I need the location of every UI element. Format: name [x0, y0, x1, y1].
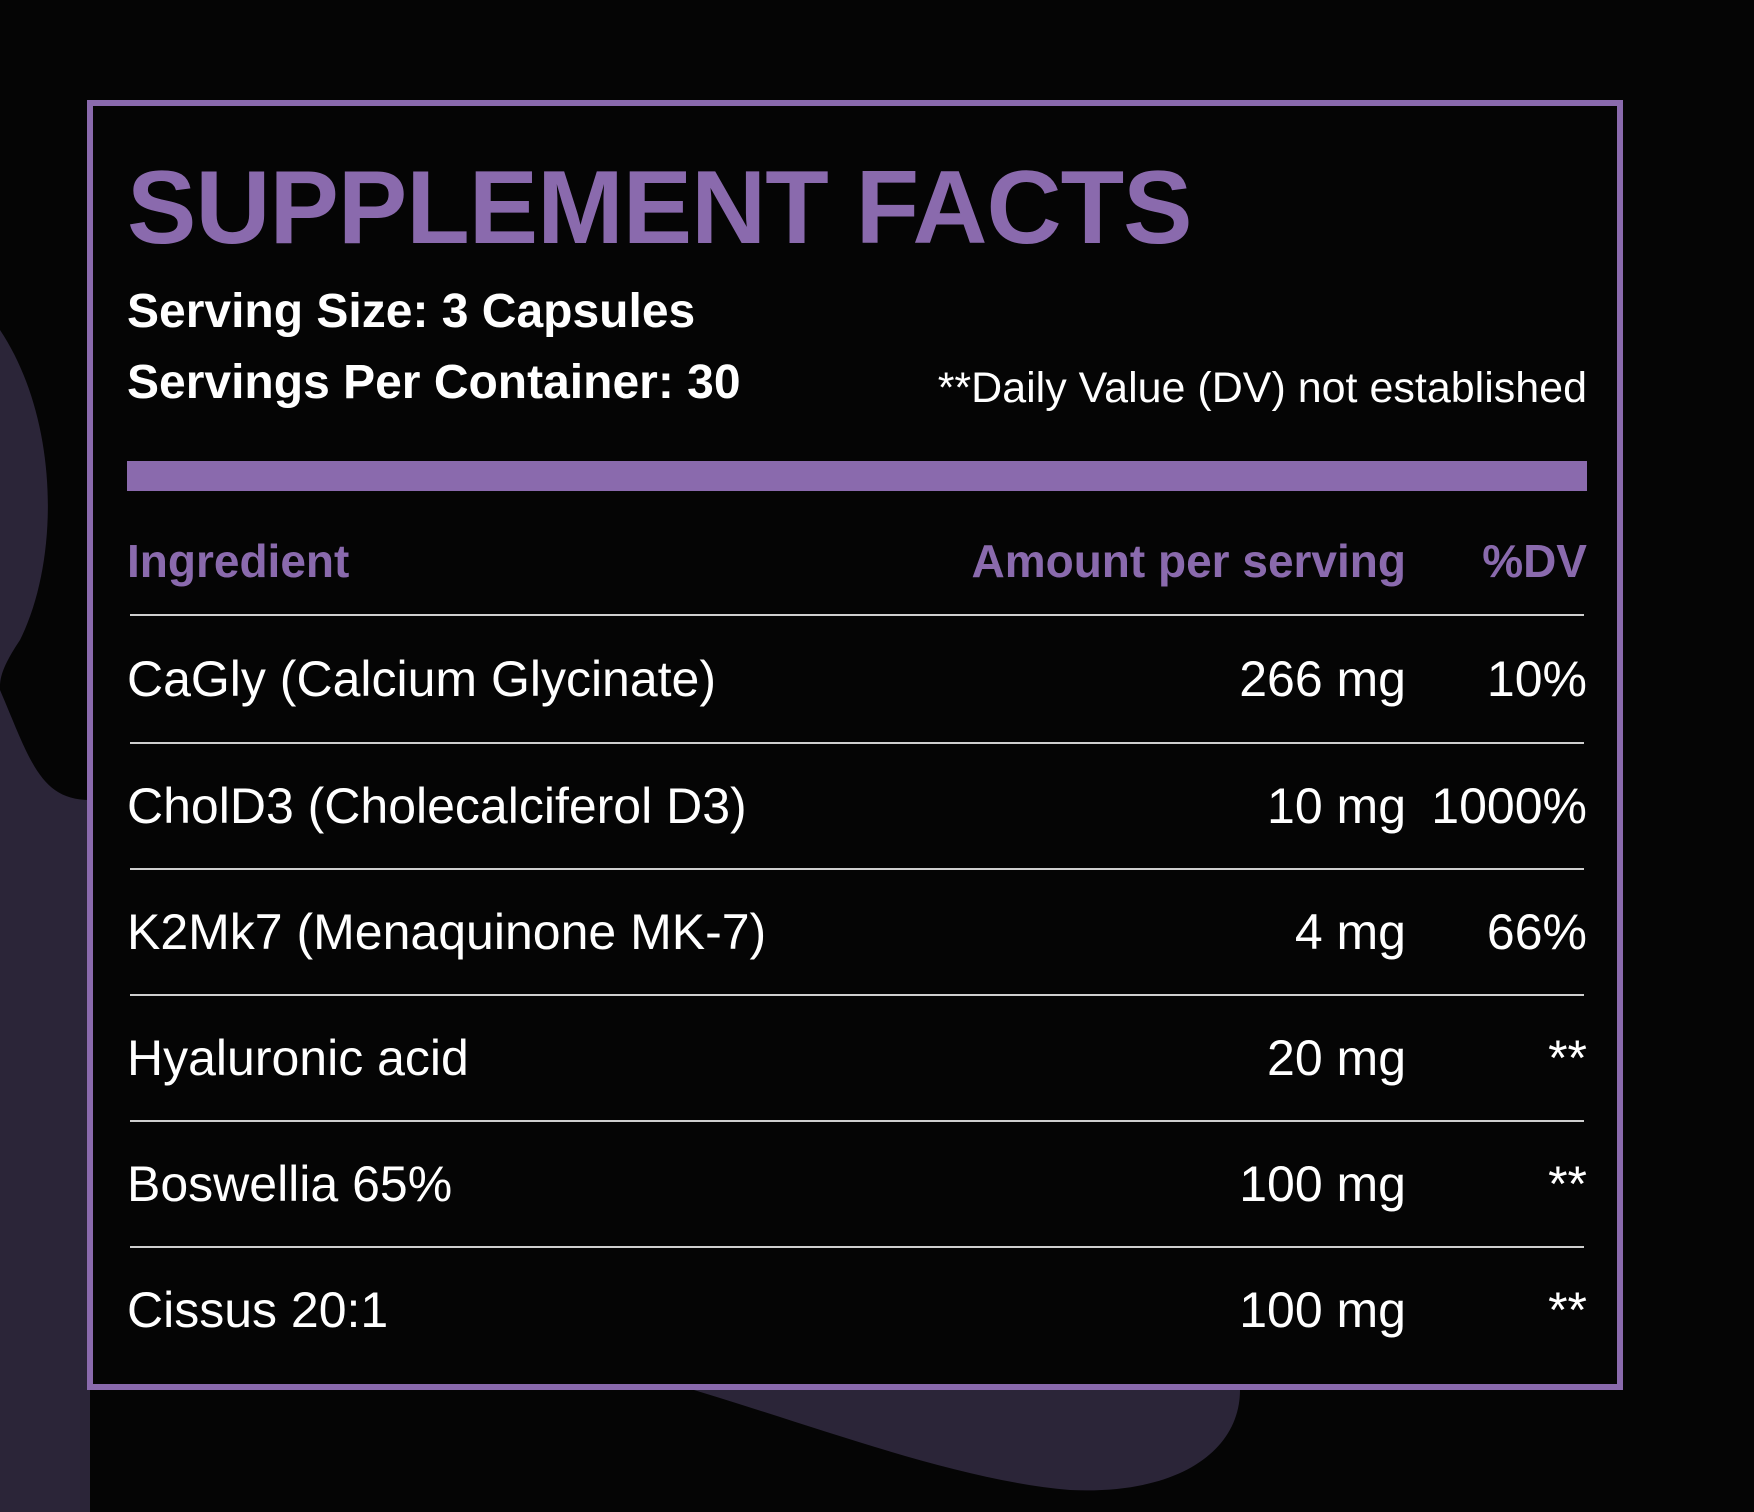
panel-title: SUPPLEMENT FACTS: [127, 150, 1193, 266]
ingredient-dv: **: [1548, 1030, 1587, 1086]
background-leaf-bottom: [660, 1380, 1240, 1491]
ingredient-name: Boswellia 65%: [127, 1156, 453, 1212]
ingredient-name: Hyaluronic acid: [127, 1030, 469, 1086]
table-row: Hyaluronic acid 20 mg **: [93, 995, 1617, 1121]
header-divider-bar: [127, 461, 1587, 491]
ingredient-name: CaGly (Calcium Glycinate): [127, 651, 717, 707]
servings-per-container: Servings Per Container: 30: [127, 356, 741, 409]
table-row: CholD3 (Cholecalciferol D3) 10 mg 1000%: [93, 743, 1617, 869]
ingredient-amount: 10 mg: [1267, 778, 1406, 834]
ingredient-dv: **: [1548, 1156, 1587, 1212]
row-divider: [130, 868, 1584, 870]
table-row: K2Mk7 (Menaquinone MK-7) 4 mg 66%: [93, 869, 1617, 995]
ingredient-name: Cissus 20:1: [127, 1282, 389, 1338]
column-header-dv: %DV: [1482, 535, 1587, 587]
ingredient-amount: 4 mg: [1294, 904, 1406, 960]
row-divider: [130, 994, 1584, 996]
row-divider: [130, 742, 1584, 744]
ingredient-dv: 1000%: [1431, 778, 1587, 834]
ingredient-amount: 20 mg: [1267, 1030, 1406, 1086]
ingredient-dv: 10%: [1486, 651, 1587, 707]
table-row: Boswellia 65% 100 mg **: [93, 1121, 1617, 1247]
column-header-amount: Amount per serving: [971, 535, 1406, 587]
ingredient-dv: 66%: [1486, 904, 1587, 960]
ingredient-amount: 100 mg: [1239, 1282, 1406, 1338]
serving-size: Serving Size: 3 Capsules: [127, 285, 696, 338]
background-leaf-left: [0, 330, 90, 1512]
row-divider: [130, 614, 1584, 616]
ingredient-dv: **: [1548, 1282, 1587, 1338]
ingredient-name: CholD3 (Cholecalciferol D3): [127, 778, 747, 834]
table-row: CaGly (Calcium Glycinate) 266 mg 10%: [93, 616, 1617, 742]
ingredient-amount: 100 mg: [1239, 1156, 1406, 1212]
supplement-facts-panel: SUPPLEMENT FACTS Serving Size: 3 Capsule…: [87, 100, 1623, 1390]
column-header-ingredient: Ingredient: [127, 535, 350, 587]
daily-value-note: **Daily Value (DV) not established: [937, 364, 1587, 412]
ingredient-amount: 266 mg: [1239, 651, 1406, 707]
table-row: Cissus 20:1 100 mg **: [93, 1247, 1617, 1373]
row-divider: [130, 1246, 1584, 1248]
ingredient-name: K2Mk7 (Menaquinone MK-7): [127, 904, 767, 960]
row-divider: [130, 1120, 1584, 1122]
